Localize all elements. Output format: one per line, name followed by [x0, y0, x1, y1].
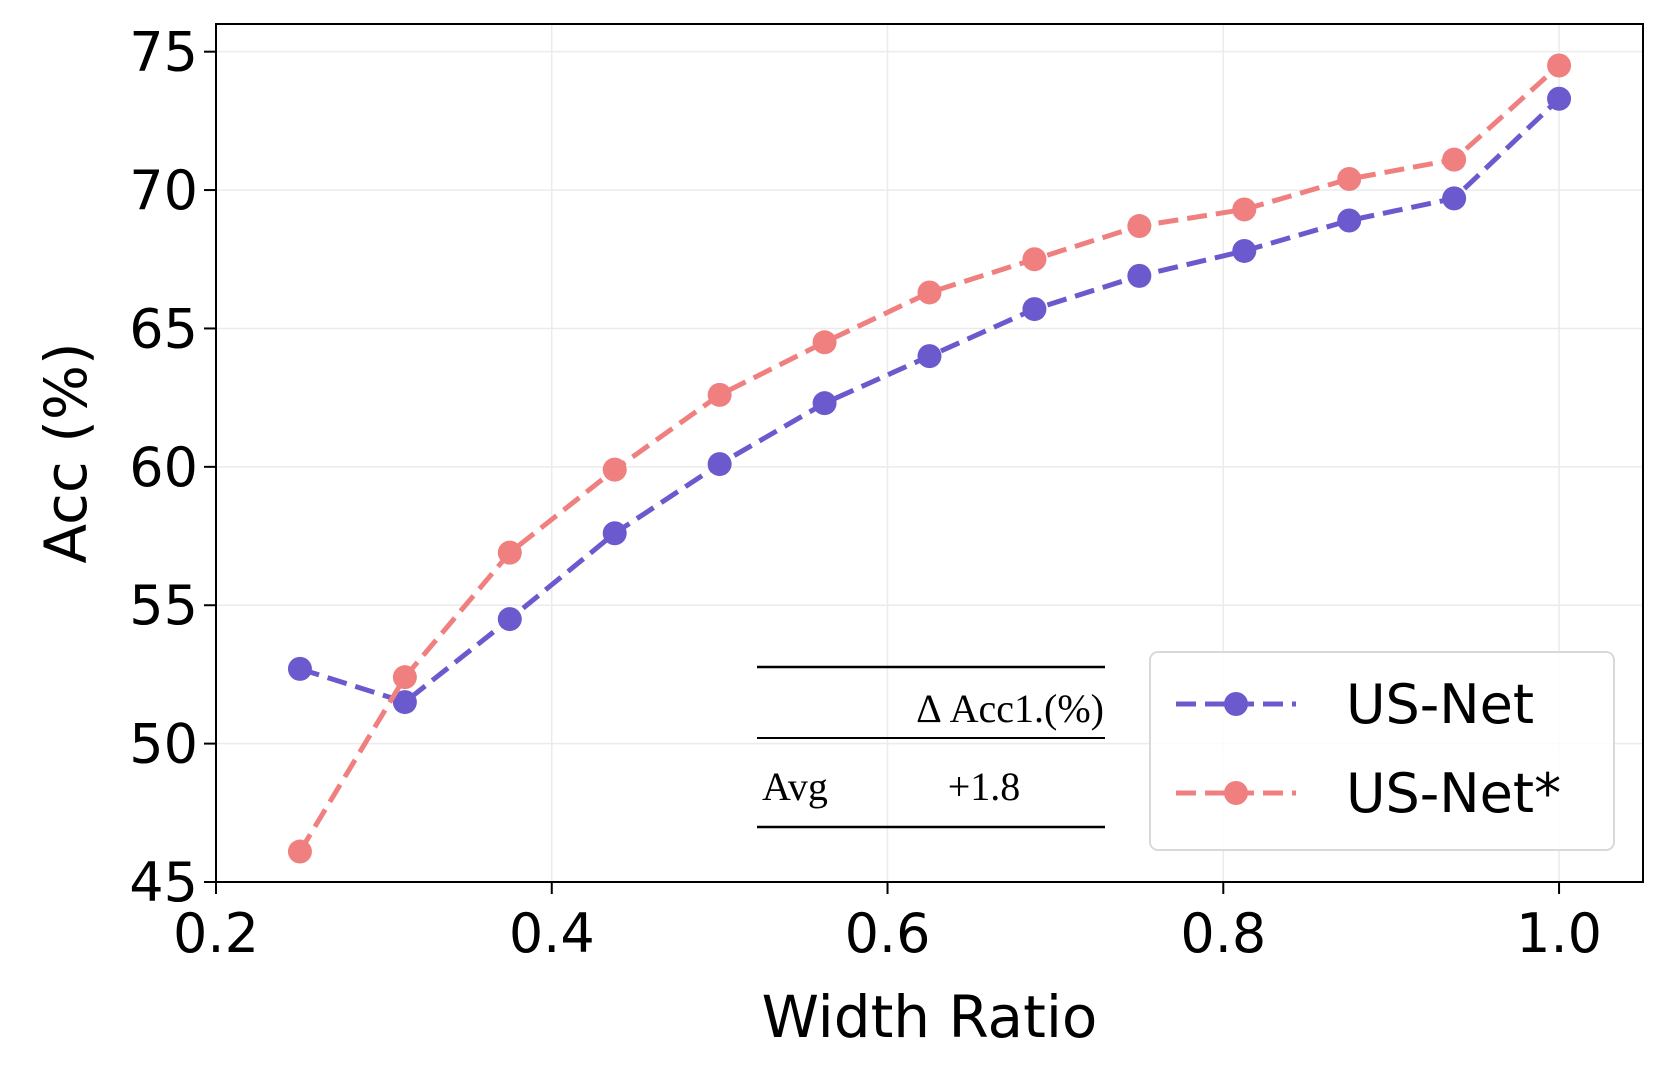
data-point-series-0	[1337, 208, 1362, 233]
data-point-series-1	[1127, 214, 1152, 239]
data-point-series-0	[812, 391, 837, 416]
data-point-series-0	[707, 452, 732, 477]
series-line-0	[299, 96, 1561, 705]
x-axis-label: Width Ratio	[762, 983, 1098, 1051]
x-tick-label: 0.2	[173, 902, 259, 965]
y-tick-label: 55	[129, 574, 198, 637]
data-point-series-0	[602, 521, 627, 546]
data-point-series-1	[917, 280, 942, 305]
y-tick-label: 45	[129, 851, 198, 914]
table-row-value-avg: +1.8	[948, 764, 1021, 809]
data-point-series-0	[1442, 186, 1467, 211]
data-point-series-0	[1547, 86, 1572, 111]
y-axis: 45 50 55 60 65 70 75	[129, 21, 216, 914]
data-point-series-0	[497, 607, 522, 632]
y-tick-label: 70	[129, 159, 198, 222]
data-point-series-1	[1022, 247, 1047, 272]
data-point-series-1	[707, 382, 732, 407]
x-tick-label: 0.8	[1180, 902, 1266, 965]
x-tick-label: 1.0	[1516, 902, 1602, 965]
table-header-delta-acc: Δ Acc1.(%)	[916, 686, 1104, 731]
legend-label-us-net: US-Net	[1346, 673, 1534, 736]
x-axis: 0.2 0.4 0.6 0.8 1.0	[173, 882, 1602, 965]
legend-marker-us-net-star	[1224, 781, 1248, 805]
y-tick-label: 50	[129, 713, 198, 776]
data-point-series-1	[497, 540, 522, 565]
data-point-series-0	[1022, 297, 1047, 322]
y-tick-label: 75	[129, 21, 198, 84]
table-row-label-avg: Avg	[762, 764, 828, 809]
data-point-series-1	[1547, 53, 1572, 78]
inset-table: Δ Acc1.(%) Avg +1.8	[757, 665, 1105, 829]
data-point-series-1	[812, 330, 837, 355]
x-tick-label: 0.4	[509, 902, 595, 965]
legend: US-Net US-Net*	[1149, 651, 1615, 851]
data-point-series-0	[287, 656, 312, 681]
series-layer	[287, 53, 1572, 864]
data-point-series-1	[287, 839, 312, 864]
y-axis-label: Acc (%)	[32, 342, 100, 563]
data-point-series-0	[917, 344, 942, 369]
data-point-series-1	[1442, 147, 1467, 172]
legend-marker-us-net	[1224, 692, 1248, 716]
data-point-series-1	[1232, 197, 1257, 222]
y-tick-label: 65	[129, 297, 198, 360]
data-point-series-1	[602, 457, 627, 482]
data-point-series-0	[1127, 263, 1152, 288]
data-point-series-1	[392, 665, 417, 690]
data-point-series-0	[392, 690, 417, 715]
plot-frame	[215, 23, 1644, 883]
y-tick-label: 60	[129, 436, 198, 499]
data-point-series-0	[1232, 238, 1257, 263]
x-tick-label: 0.6	[845, 902, 931, 965]
legend-label-us-net-star: US-Net*	[1346, 762, 1561, 825]
data-point-series-1	[1337, 166, 1362, 191]
